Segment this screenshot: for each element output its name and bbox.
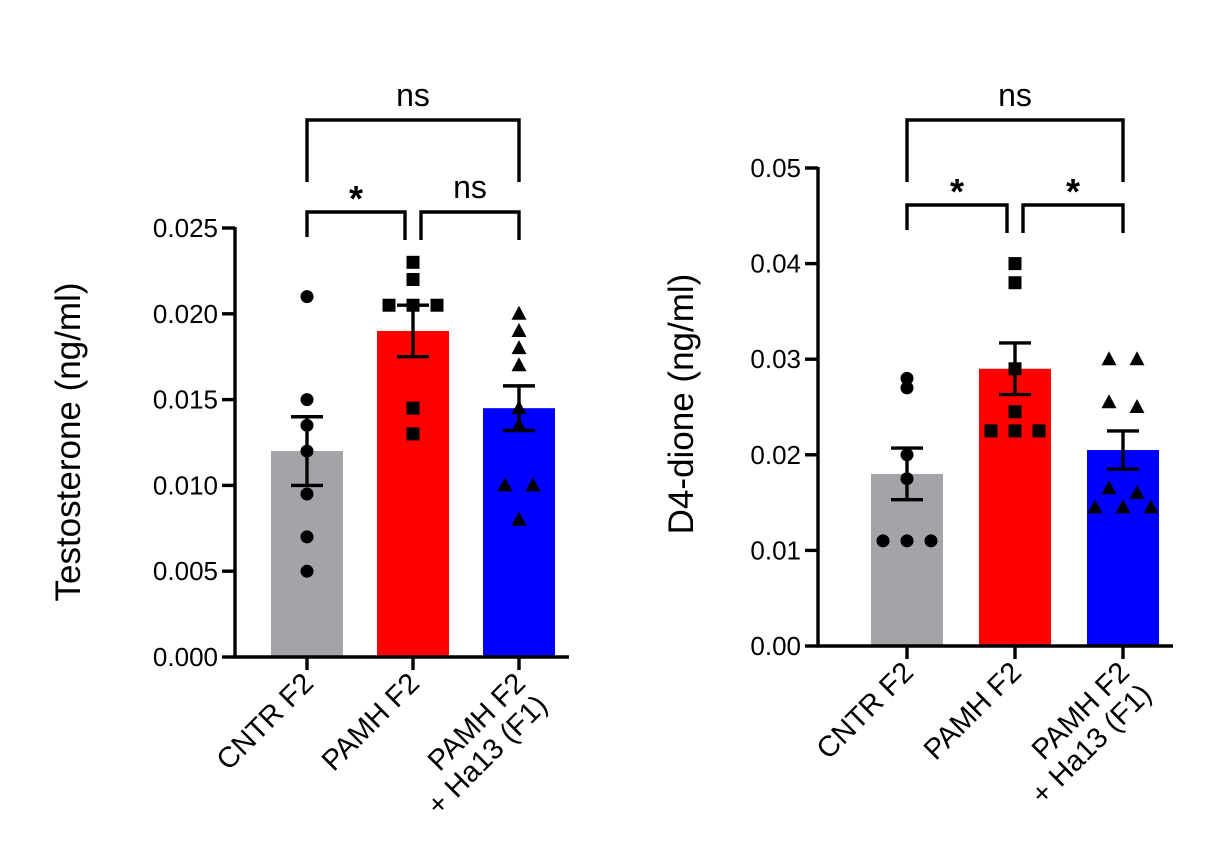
data-point — [1087, 499, 1103, 514]
data-point — [430, 298, 444, 312]
data-point — [511, 322, 527, 337]
y-tick-label: 0.01 — [750, 535, 801, 565]
y-tick-label: 0.03 — [750, 344, 801, 374]
y-tick-label: 0.010 — [153, 470, 218, 500]
significance-bracket — [905, 203, 1009, 233]
testosterone-panel: 0.000 0.005 0.010 0.015 0.020 0.025 CNTR F2PAM… — [49, 77, 569, 822]
data-point — [406, 272, 420, 286]
x-tick-label: PAMH F2 — [918, 656, 1028, 766]
y-tick-label: 0.025 — [153, 213, 218, 243]
bar-0 — [871, 473, 943, 646]
y-tick-label: 0.00 — [750, 631, 801, 661]
x-tick-label-line: PAMH F2 — [316, 667, 426, 777]
significance-bracket — [305, 118, 521, 182]
data-point — [511, 357, 527, 372]
significance-label: ns — [998, 77, 1032, 113]
data-point — [1143, 499, 1159, 514]
x-tick-label: CNTR F2 — [211, 667, 320, 776]
significance-bracket — [419, 210, 521, 240]
significance-label: ns — [396, 77, 430, 113]
data-point — [1032, 424, 1046, 438]
y-tick-label: 0.005 — [153, 556, 218, 586]
data-point — [300, 290, 314, 304]
y-tick-label: 0.02 — [750, 440, 801, 470]
data-point — [1101, 480, 1117, 495]
data-point — [1008, 424, 1022, 438]
significance-bracket — [305, 210, 407, 240]
data-point — [525, 477, 541, 492]
data-point — [924, 534, 938, 548]
bar-2 — [1087, 450, 1159, 646]
bar-2 — [483, 408, 555, 657]
x-tick-label-line: PAMH F2 — [918, 656, 1028, 766]
data-point — [1008, 276, 1022, 290]
data-point — [1129, 351, 1145, 366]
data-point — [300, 487, 314, 501]
x-tick-label: PAMH F2 — [316, 667, 426, 777]
data-point — [1008, 405, 1022, 419]
data-point — [300, 530, 314, 544]
data-point — [900, 371, 914, 385]
x-tick-label-line: CNTR F2 — [811, 656, 920, 765]
data-point — [1129, 399, 1145, 413]
significance-bracket — [905, 118, 1125, 182]
data-point — [406, 427, 420, 441]
data-point — [1129, 485, 1145, 500]
data-point — [300, 564, 314, 578]
data-point — [511, 340, 527, 355]
y-tick-label: 0.000 — [153, 642, 218, 672]
data-point — [1008, 257, 1022, 271]
x-tick-label-line: CNTR F2 — [211, 667, 320, 776]
x-tick-label: CNTR F2 — [811, 656, 920, 765]
data-point — [497, 477, 513, 492]
significance-label: * — [349, 178, 363, 219]
data-point — [1101, 351, 1117, 366]
data-point — [406, 255, 420, 269]
data-point — [511, 305, 527, 320]
significance-bracket — [1021, 203, 1125, 233]
bar-1 — [377, 330, 449, 657]
y-axis-label: D4-dione (ng/ml) — [662, 274, 701, 535]
y-axis-label: Testosterone (ng/ml) — [49, 282, 88, 601]
y-tick-label: 0.05 — [750, 153, 801, 183]
data-point — [1101, 394, 1117, 409]
data-point — [300, 393, 314, 407]
data-point — [511, 511, 527, 526]
significance-label: * — [950, 171, 964, 212]
data-point — [900, 534, 914, 548]
y-tick-label: 0.015 — [153, 385, 218, 415]
data-point — [406, 401, 420, 415]
data-point — [984, 424, 998, 438]
data-point — [900, 381, 914, 395]
y-tick-label: 0.04 — [750, 249, 801, 279]
data-point — [1115, 499, 1131, 514]
y-tick-label: 0.020 — [153, 299, 218, 329]
significance-label: ns — [453, 169, 487, 205]
significance-label: * — [1066, 171, 1080, 212]
data-point — [876, 534, 890, 548]
data-point — [382, 298, 396, 312]
